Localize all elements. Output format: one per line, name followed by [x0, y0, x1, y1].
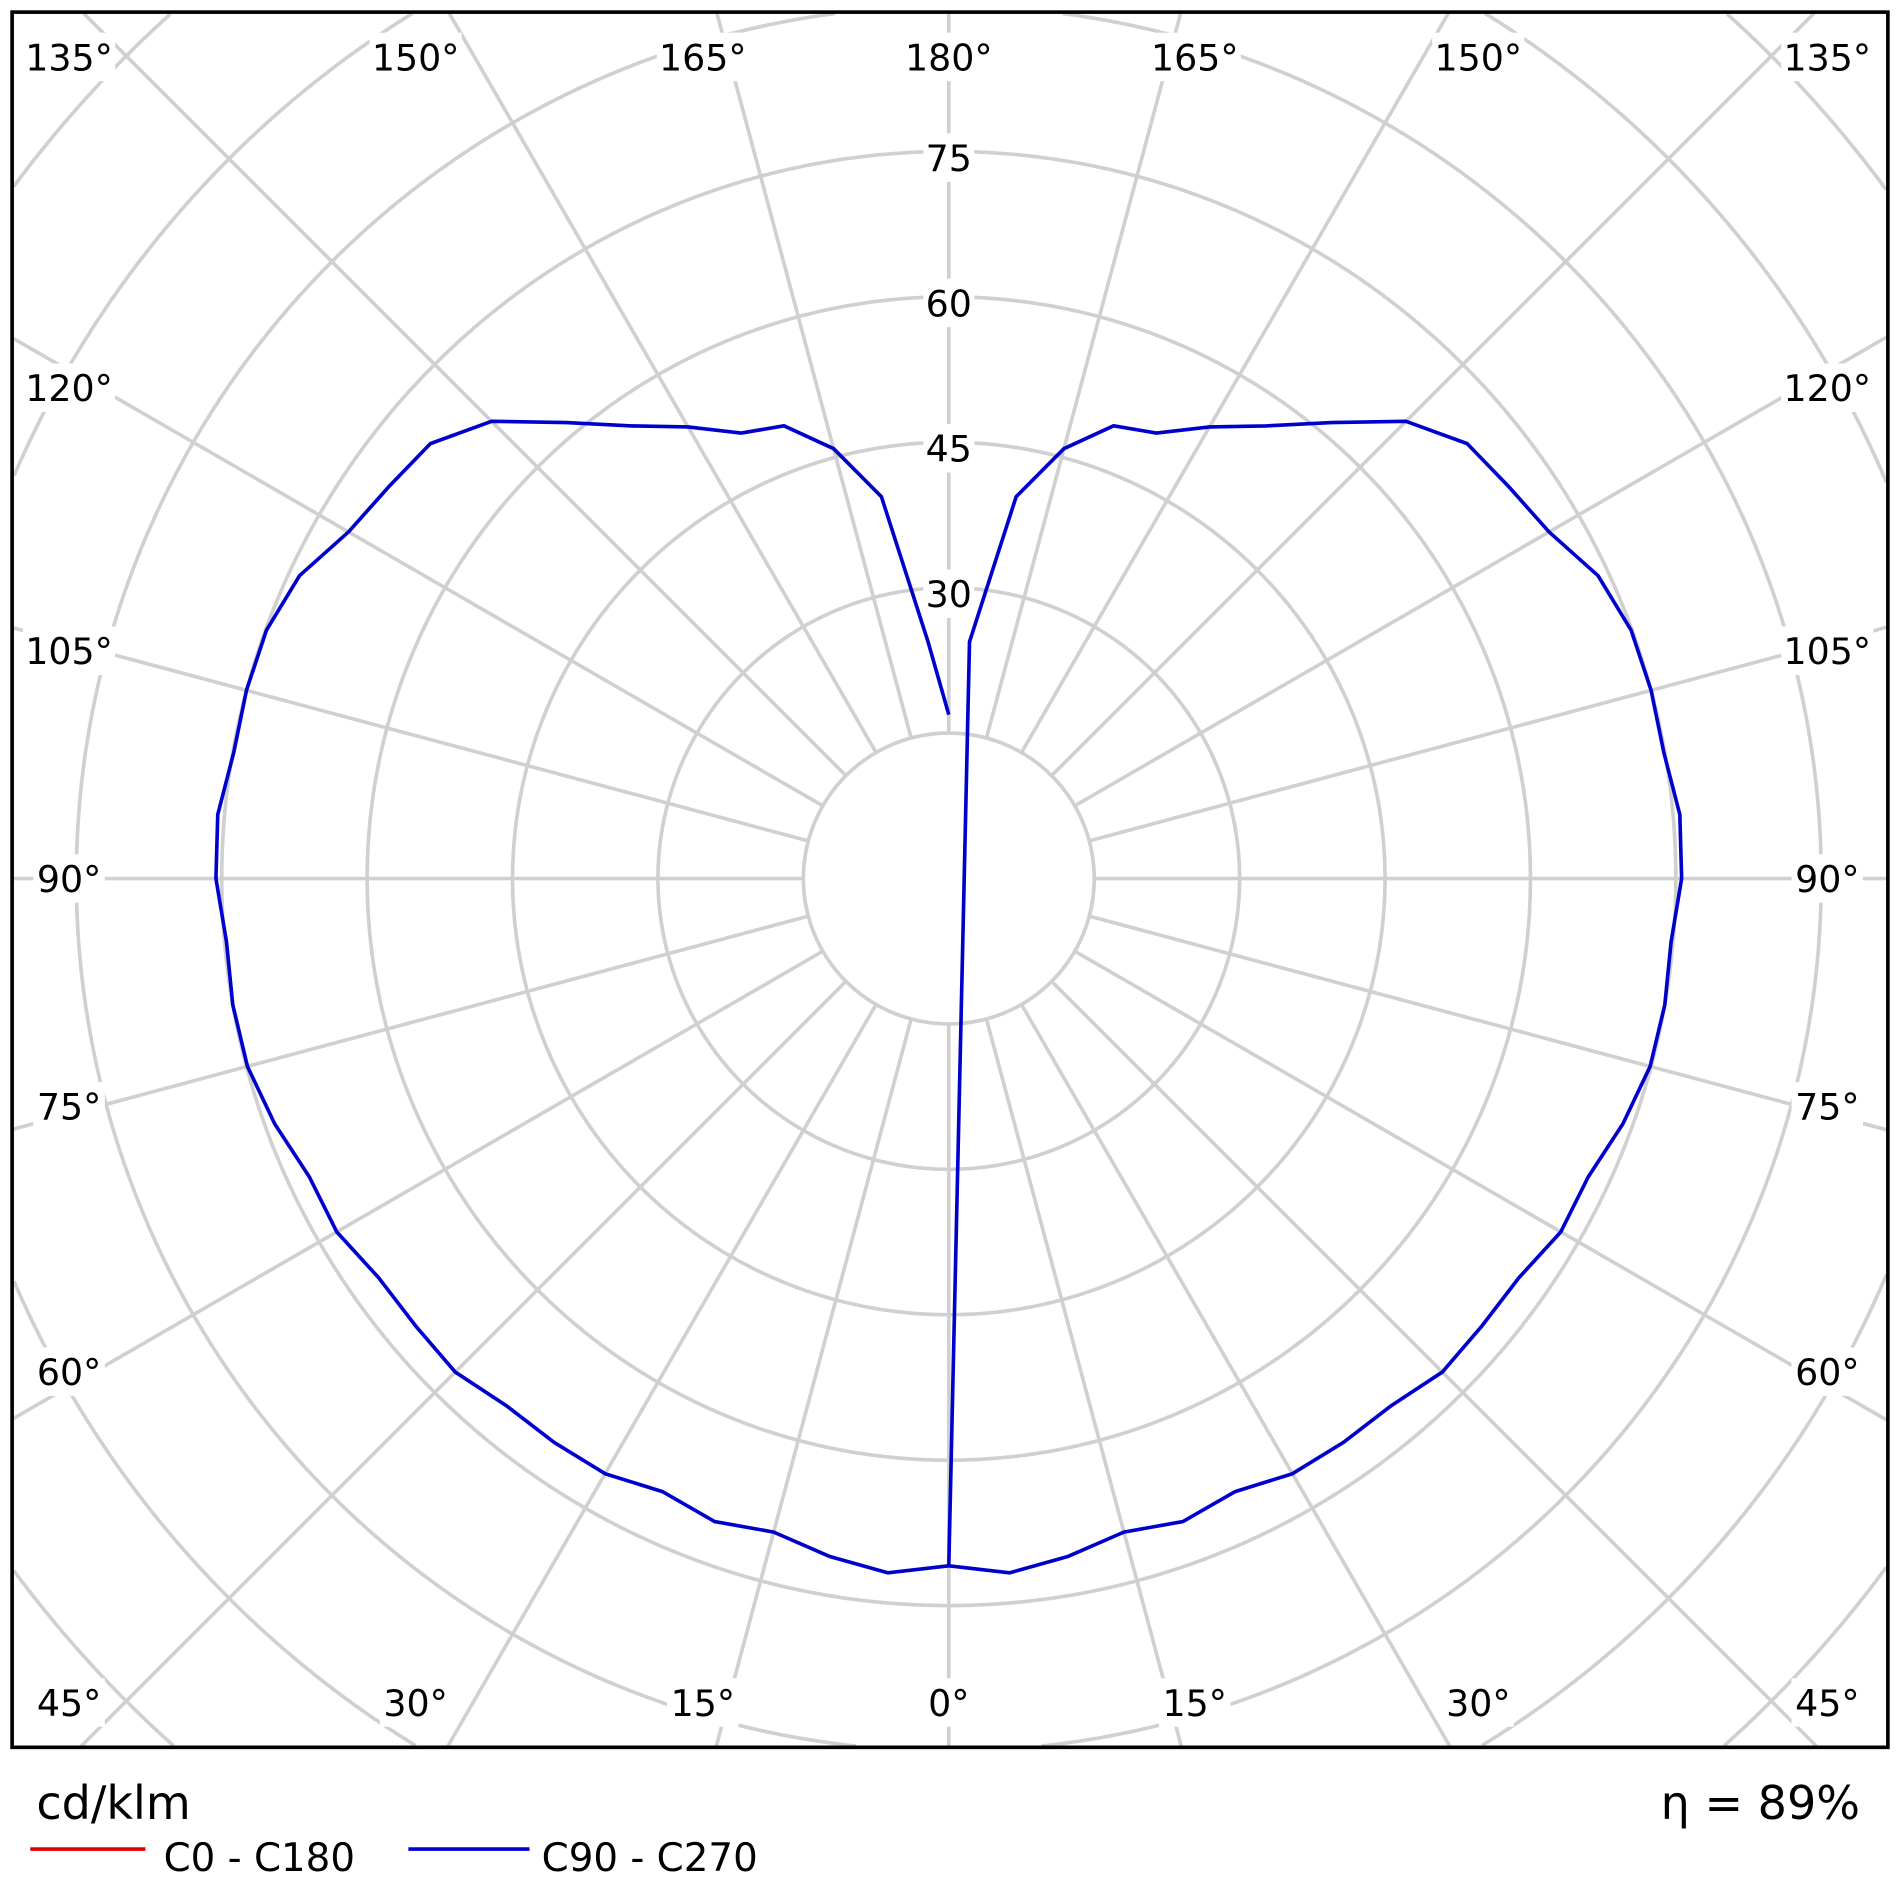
- legend-label-c90-c270: C90 - C270: [542, 1836, 758, 1881]
- angle-label-top-bg: [1148, 32, 1241, 82]
- angle-label-bottom-bg: [1442, 1678, 1515, 1727]
- angle-label-left: 60°: [37, 1351, 101, 1394]
- radial-tick-label-bg: [923, 569, 975, 618]
- efficiency-label: η = 89%: [1661, 1776, 1860, 1830]
- radial-tick-label: 45: [926, 428, 972, 471]
- angle-label-top-bg: [656, 32, 749, 82]
- angle-label-top: 180°: [905, 36, 993, 79]
- curves: [214, 419, 1684, 1575]
- radial-tick-label-bg: [923, 278, 975, 328]
- grid-spoke: [1050, 980, 1818, 1748]
- grid: [12, 11, 1889, 1748]
- angle-label-right-bg: [1781, 626, 1874, 675]
- radial-tick-label: 75: [926, 137, 972, 180]
- angle-label-right-bg: [1791, 1347, 1864, 1396]
- angle-label-bottom-bg: [1159, 1678, 1231, 1727]
- angle-label-right: 90°: [1795, 858, 1859, 901]
- grid-ring-120: [12, 12, 1888, 1748]
- grid-spoke: [984, 1018, 1184, 1747]
- grid-ring-105: [12, 11, 1889, 1748]
- angle-label-left-bg: [33, 1347, 105, 1396]
- grid-spoke: [1088, 914, 1888, 1132]
- angle-label-right-bg: [1781, 363, 1874, 412]
- angle-label-left: 105°: [25, 630, 113, 673]
- radial-tick-label: 30: [926, 573, 972, 616]
- angle-label-right: 75°: [1795, 1086, 1859, 1129]
- angle-label-bottom: 15°: [1163, 1682, 1227, 1725]
- angle-label-right: 120°: [1784, 367, 1872, 410]
- grid-spoke: [984, 12, 1183, 739]
- radial-tick-label: 60: [926, 282, 972, 325]
- legend-label-c0-c180: C0 - C180: [164, 1836, 355, 1881]
- angle-label-bottom-bg: [923, 1678, 975, 1727]
- angle-label-top: 150°: [372, 36, 460, 79]
- grid-spoke: [715, 12, 913, 739]
- angle-label-right: 60°: [1795, 1351, 1859, 1394]
- grid-spoke: [1019, 1003, 1452, 1748]
- angle-label-bottom-bg: [667, 1678, 739, 1727]
- angle-label-top: 135°: [25, 36, 113, 79]
- angle-label-bottom: 45°: [37, 1682, 101, 1725]
- angle-label-top-bg: [1432, 32, 1525, 82]
- angle-label-right: 105°: [1784, 630, 1872, 673]
- angle-label-bottom-bg: [379, 1678, 452, 1727]
- angle-label-left-bg: [33, 1082, 105, 1131]
- radial-tick-label-bg: [923, 133, 975, 182]
- angle-label-top: 135°: [1784, 36, 1872, 79]
- series-line-1: [214, 419, 1684, 1575]
- grid-spoke: [12, 949, 824, 1421]
- grid-spoke: [1073, 335, 1888, 808]
- grid-spoke: [1073, 949, 1888, 1422]
- angle-label-left: 75°: [37, 1086, 101, 1129]
- angle-label-top: 150°: [1435, 36, 1523, 79]
- angle-label-left-bg: [33, 854, 105, 903]
- axis-labels: 30 45 60 75 135° 150° 165° 180° 165° 150° 135° 45° 3…: [23, 32, 1874, 1727]
- angle-label-top-bg: [369, 32, 462, 82]
- angle-label-bottom: 45°: [1795, 1682, 1859, 1725]
- angle-label-bottom-bg: [1791, 1678, 1864, 1727]
- angle-label-top-bg: [902, 32, 995, 82]
- grid-spoke: [714, 1018, 913, 1747]
- grid-spoke: [82, 12, 848, 777]
- angle-label-left-bg: [23, 363, 116, 412]
- angle-label-bottom-bg: [33, 1678, 105, 1727]
- grid-spoke: [12, 336, 824, 808]
- angle-label-left: 120°: [25, 367, 113, 410]
- angle-label-top: 165°: [1151, 36, 1239, 79]
- radial-tick-label-bg: [923, 424, 975, 473]
- grid-spoke: [12, 626, 809, 843]
- angle-label-bottom: 30°: [1446, 1682, 1510, 1725]
- angle-label-top: 165°: [659, 36, 747, 79]
- angle-label-left-bg: [23, 626, 116, 675]
- angle-label-right-bg: [1791, 1082, 1864, 1131]
- grid-spoke: [1050, 12, 1816, 777]
- grid-spoke: [79, 980, 848, 1748]
- angle-label-right-bg: [1791, 854, 1864, 903]
- angle-label-bottom: 15°: [671, 1682, 735, 1725]
- unit-label: cd/klm: [36, 1776, 190, 1830]
- angle-label-bottom: 0°: [928, 1682, 969, 1725]
- grid-spoke: [447, 12, 878, 754]
- angle-label-top-bg: [23, 32, 116, 82]
- grid-spoke: [1088, 625, 1888, 843]
- grid-spoke: [1019, 12, 1450, 754]
- plot-frame: [10, 10, 1890, 1750]
- grid-spoke: [446, 1003, 878, 1748]
- angle-label-left: 90°: [37, 858, 101, 901]
- grid-spoke: [12, 914, 809, 1131]
- angle-label-bottom: 30°: [383, 1682, 447, 1725]
- angle-label-top-bg: [1781, 32, 1874, 82]
